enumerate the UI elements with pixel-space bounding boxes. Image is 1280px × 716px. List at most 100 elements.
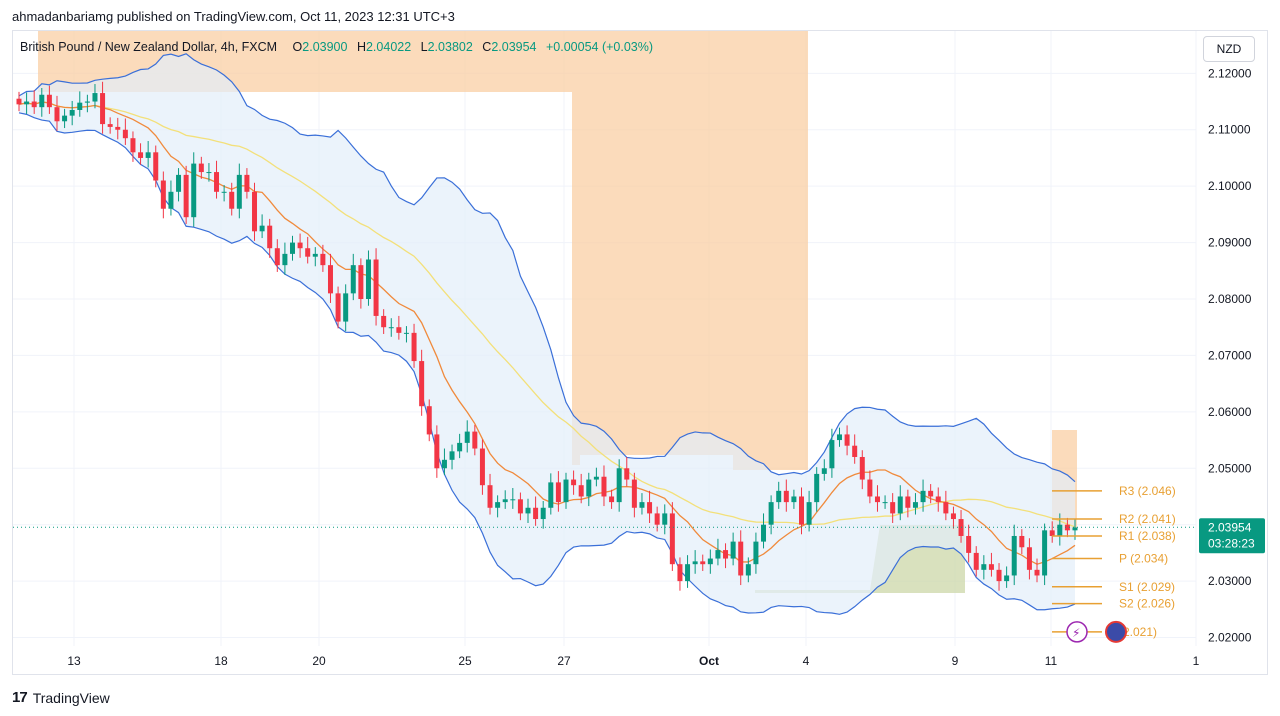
x-tick-label: 18 [214,654,228,668]
candle-body [624,468,630,480]
candle-body [806,502,812,525]
candle-body [905,496,911,508]
y-tick-label: 2.11000 [1208,123,1251,137]
candle-body [472,431,478,449]
candle-body [396,327,402,333]
candle-body [1072,527,1078,531]
candle-body [69,109,75,116]
supply-zone [38,31,808,470]
candle-body [631,479,637,508]
tradingview-logo-icon: 17 [12,689,28,706]
candle-body [1026,547,1032,570]
y-tick-label: 2.03000 [1208,574,1252,588]
candle-body [897,496,903,514]
tradingview-brand: TradingView [32,689,110,706]
candle-body [122,129,128,139]
candle-body [525,507,531,514]
candle-body [168,191,174,209]
candle-body [206,172,212,174]
candle-body [548,482,554,508]
candle-body [943,502,949,514]
y-tick-label: 2.08000 [1208,292,1252,306]
candle-body [890,502,896,514]
x-tick-label: 4 [803,654,810,668]
price-tag-countdown: 03:28:23 [1208,536,1255,550]
candle-body [761,524,767,542]
candle-body [320,253,326,266]
candle-body [289,242,295,254]
candle-body [350,265,356,294]
candle-body [54,107,60,122]
candle-body [244,174,250,192]
x-tick-label: 9 [952,654,959,668]
bollinger-fill [19,53,1075,615]
open-value: 2.03900 [302,40,348,54]
candle-body [821,468,827,474]
candle-body [814,473,820,503]
candle-body [191,163,197,218]
tradingview-footer: 17 TradingView [12,689,110,706]
open-key: O [292,40,303,54]
candle-body [39,94,45,108]
pivot-label: R2 (2.041) [1119,512,1176,526]
candle-body [274,248,280,266]
candle-body [282,253,288,266]
candle-body [335,293,341,322]
x-tick-label: 25 [458,654,472,668]
candle-body [487,485,493,508]
candle-body [874,496,880,503]
candle-body [62,115,68,122]
candle-body [229,191,235,209]
symbol-legend: British Pound / New Zealand Dollar, 4h, … [20,40,653,54]
candle-body [107,124,113,127]
candle-body [84,101,90,103]
candle-body [153,152,159,181]
candle-body [609,496,615,503]
candle-body [533,507,539,520]
y-tick-label: 2.09000 [1208,236,1252,250]
candle-body [403,332,409,334]
candle-body [221,191,227,193]
candle-body [707,558,713,565]
x-tick-label: 20 [312,654,326,668]
candle-body [616,468,622,503]
candle-body [1042,530,1048,576]
candle-body [753,541,759,565]
candle-body [829,440,835,469]
candle-body [259,225,265,232]
publish-info: ahmadanbariamg published on TradingView.… [12,9,455,24]
candle-body [24,101,30,105]
candle-body [768,502,774,525]
candle-body [388,327,394,329]
candle-body [844,434,850,446]
x-tick-label: Oct [699,654,719,668]
candle-body [1049,530,1055,536]
candle-body [867,479,873,497]
candle-body [479,448,485,486]
pivot-label: S1 (2.029) [1119,580,1175,594]
lightning-icon [1066,621,1088,643]
candle-body [685,564,691,582]
pivot-label: S2 (2.026) [1119,597,1175,611]
candle-body [950,513,956,520]
candle-body [419,361,425,407]
candle-body [343,293,349,322]
candle-body [327,265,333,294]
candle-body [1034,569,1040,576]
bollinger-upper [18,53,1076,483]
candle-body [578,485,584,497]
candle-body [1064,524,1070,531]
candle-body [138,152,144,158]
y-tick-label: 2.10000 [1208,179,1252,193]
symbol-title[interactable]: British Pound / New Zealand Dollar, 4h, … [20,40,278,54]
currency-button[interactable]: NZD [1203,36,1255,62]
candle-body [1019,535,1025,548]
candle-body [586,479,592,497]
pivot-label: R3 (2.046) [1119,484,1176,498]
y-tick-label: 2.02000 [1208,631,1252,645]
close-value: 2.03954 [491,40,537,54]
high-value: 2.04022 [365,40,412,54]
candle-body [669,513,675,565]
candle-body [677,564,683,582]
